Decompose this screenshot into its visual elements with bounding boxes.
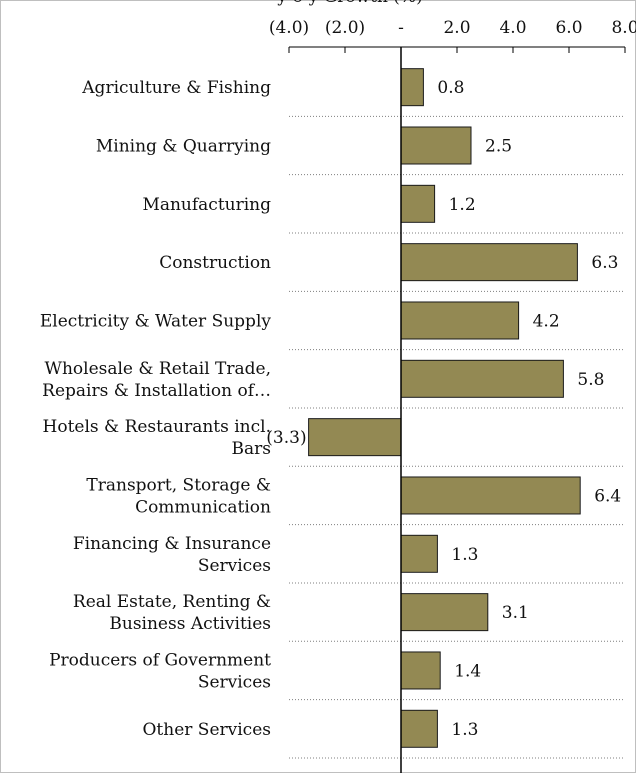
bar: [400, 126, 472, 165]
value-label: 6.3: [591, 253, 618, 273]
category-label: Transport, Storage & Communication: [86, 475, 271, 517]
x-tick-label: 2.0: [443, 18, 470, 38]
bar: [400, 593, 489, 632]
category-label-line: Mining & Quarrying: [96, 136, 271, 156]
category-label: Construction: [159, 253, 271, 273]
category-label-line: Real Estate, Renting &: [73, 592, 271, 612]
category-label-line: Services: [198, 672, 271, 692]
category-label-line: Transport, Storage &: [86, 475, 271, 495]
value-label: 2.5: [485, 136, 512, 156]
value-label: 6.4: [594, 486, 621, 506]
x-tick-label: 4.0: [499, 18, 526, 38]
category-label: Agriculture & Fishing: [81, 78, 271, 98]
x-tick-label: -: [398, 18, 404, 38]
value-label: 1.3: [451, 545, 478, 565]
bar: [400, 534, 438, 573]
bar: [400, 476, 581, 515]
category-label-line: Hotels & Restaurants incl.: [43, 417, 271, 437]
bar: [400, 68, 424, 107]
bar: [400, 709, 438, 748]
category-label-line: Manufacturing: [142, 195, 271, 215]
bar: [400, 651, 441, 690]
x-tick-label: (2.0): [325, 18, 365, 38]
value-label: 0.8: [437, 78, 464, 98]
value-label: 1.3: [451, 720, 478, 740]
bar: [308, 418, 402, 457]
category-label-line: Bars: [232, 439, 271, 459]
category-label: Real Estate, Renting & Business Activitie…: [73, 592, 271, 634]
category-label-line: Business Activities: [109, 614, 271, 634]
category-label: Other Services: [143, 720, 272, 740]
x-tick-label: 8.0: [611, 18, 636, 38]
category-label-line: Construction: [159, 253, 271, 273]
category-label-line: Electricity & Water Supply: [40, 311, 272, 331]
category-label: Wholesale & Retail Trade, Repairs & Insta…: [42, 359, 271, 401]
bar: [400, 359, 564, 398]
category-label: Financing & Insurance Services: [73, 534, 271, 576]
category-label-line: Financing & Insurance: [73, 534, 271, 554]
value-label: (3.3): [266, 428, 306, 448]
bar: [400, 243, 578, 282]
value-label: 4.2: [533, 311, 560, 331]
x-tick-label: (4.0): [269, 18, 309, 38]
category-label: Hotels & Restaurants incl. Bars: [43, 417, 271, 459]
category-label-line: Communication: [135, 497, 271, 517]
category-label-line: Agriculture & Fishing: [81, 78, 271, 98]
category-label-line: Other Services: [143, 720, 272, 740]
value-label: 1.4: [454, 661, 481, 681]
category-label: Mining & Quarrying: [96, 136, 271, 156]
category-label: Manufacturing: [142, 195, 271, 215]
category-label-line: Services: [198, 556, 271, 576]
category-label: Producers of Government Services: [49, 650, 271, 692]
value-label: 3.1: [502, 603, 529, 623]
x-tick-label: 6.0: [555, 18, 582, 38]
value-label: 1.2: [449, 195, 476, 215]
category-label-line: Wholesale & Retail Trade,: [44, 359, 271, 379]
bar: [400, 301, 520, 340]
bar: [400, 184, 436, 223]
category-label-line: Repairs & Installation of…: [42, 381, 271, 401]
category-label-line: Producers of Government: [49, 650, 271, 670]
chart-title: y-o-y Growth (%): [276, 0, 422, 7]
value-label: 5.8: [577, 370, 604, 390]
category-label: Electricity & Water Supply: [40, 311, 272, 331]
